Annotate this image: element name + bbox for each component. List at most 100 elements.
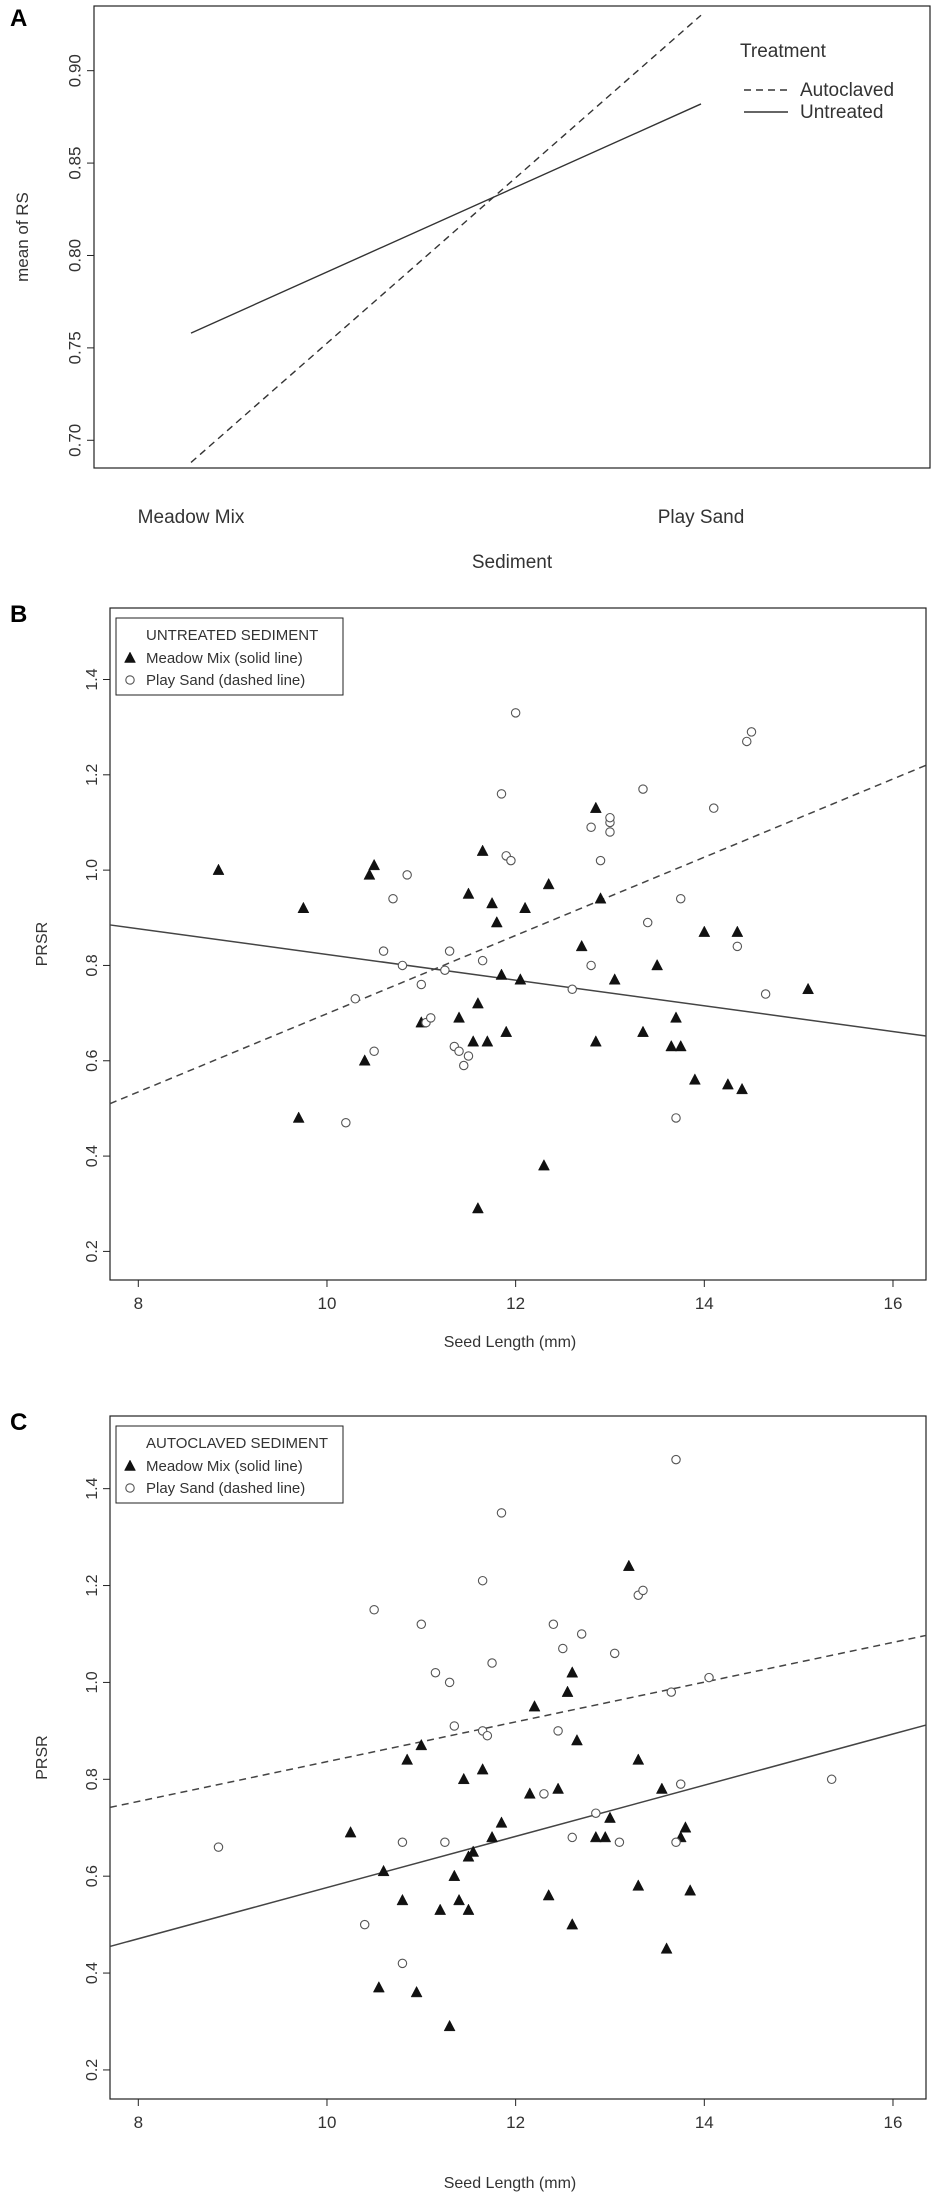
x-tick-label: 16: [884, 2113, 903, 2132]
y-tick-label: 0.70: [65, 424, 84, 457]
play-sand-point: [477, 1575, 488, 1586]
meadow-mix-point: [599, 1830, 612, 1843]
fit-line: [109, 1724, 927, 1948]
y-tick-label: 0.6: [84, 1865, 101, 1887]
legend-marker: [124, 651, 136, 663]
play-sand-point: [350, 994, 361, 1004]
meadow-mix-point: [802, 982, 814, 995]
panel-b: B 0.2 0.4 0.6 0.8 1.0 1.2 1.4 8 10 12 14 16 Seed Leng…: [10, 601, 927, 1351]
meadow-mix-point: [589, 1830, 602, 1843]
meadow-mix-point: [731, 925, 744, 937]
x-tick-label: 14: [695, 2113, 714, 2132]
play-sand-point: [496, 789, 507, 799]
play-sand-point: [397, 1837, 408, 1848]
play-sand-point: [454, 1046, 464, 1056]
play-sand-point: [638, 1585, 648, 1596]
meadow-mix-point: [358, 1054, 371, 1066]
meadow-mix-point: [523, 1787, 536, 1799]
panel-a: A 0.70 0.75 0.80 0.85 0.90 Meadow Mix Play Sand…: [10, 5, 931, 573]
meadow-mix-point: [566, 1666, 579, 1678]
meadow-mix-point: [670, 1011, 682, 1023]
play-sand-point: [397, 1958, 408, 1969]
plot-frame: [93, 5, 931, 469]
y-tick-label: 0.2: [84, 2059, 101, 2081]
meadow-mix-point: [637, 1025, 649, 1037]
play-sand-point: [586, 960, 596, 971]
meadow-mix-point: [486, 1830, 498, 1843]
legend-title: Treatment: [740, 41, 827, 62]
play-sand-point: [760, 989, 771, 999]
meadow-mix-point: [212, 863, 225, 875]
meadow-mix-point: [396, 1893, 409, 1906]
play-sand-point: [558, 1643, 568, 1654]
legend-entry: Autoclaved: [800, 80, 894, 101]
play-sand-point: [638, 784, 648, 794]
meadow-mix-point: [448, 1869, 461, 1881]
meadow-mix-point: [297, 901, 310, 914]
y-tick-label: 0.6: [84, 1050, 101, 1072]
play-sand-point: [397, 960, 408, 971]
meadow-mix-point: [467, 1035, 480, 1047]
y-tick-label: 0.2: [84, 1240, 101, 1262]
meadow-mix-point: [660, 1942, 673, 1954]
meadow-mix-point: [575, 939, 588, 952]
play-sand-point: [369, 1046, 379, 1056]
meadow-mix-point: [608, 973, 621, 985]
legend-entry: Play Sand (dashed line): [146, 1480, 305, 1497]
legend-box: [115, 1425, 344, 1504]
meadow-mix-point: [604, 1811, 616, 1823]
play-sand-point: [440, 965, 450, 975]
y-tick-label: 1.2: [84, 1574, 101, 1596]
meadow-mix-point: [363, 868, 376, 880]
meadow-mix-point: [736, 1082, 748, 1095]
meadow-mix-point: [490, 916, 503, 928]
play-sand-point: [605, 827, 615, 837]
play-sand-point: [586, 822, 596, 832]
meadow-mix-point: [674, 1039, 687, 1052]
meadow-mix-point: [538, 1159, 550, 1171]
play-sand-point: [459, 1060, 469, 1071]
y-tick-label: 0.8: [84, 1768, 101, 1790]
play-sand-point: [496, 1508, 507, 1518]
x-tick-label: 10: [318, 1294, 337, 1313]
x-tick-label: 16: [884, 1294, 903, 1313]
play-sand-point: [444, 946, 455, 956]
play-sand-point: [742, 736, 752, 747]
meadow-mix-point: [457, 1772, 470, 1785]
play-sand-point: [539, 1789, 549, 1799]
play-sand-point: [444, 1677, 455, 1688]
meadow-mix-point: [377, 1864, 390, 1877]
meadow-mix-point: [589, 801, 602, 813]
meadow-mix-point: [415, 1738, 428, 1751]
play-sand-point: [449, 1721, 460, 1731]
x-tick-label: 10: [318, 2113, 337, 2132]
meadow-mix-point: [571, 1734, 583, 1746]
legend-entry: Play Sand (dashed line): [146, 672, 305, 689]
meadow-mix-point: [561, 1685, 574, 1697]
y-tick-label: 0.4: [84, 1145, 101, 1167]
x-category-label: Meadow Mix: [138, 507, 245, 528]
panel-letter: A: [10, 5, 27, 32]
meadow-mix-point: [528, 1700, 541, 1712]
y-tick-label: 0.80: [65, 239, 84, 272]
meadow-mix-point: [684, 1884, 697, 1896]
plot-frame: [109, 607, 927, 1281]
play-sand-point: [388, 893, 398, 904]
y-tick-label: 0.4: [84, 1962, 101, 1984]
meadow-mix-point: [292, 1111, 305, 1123]
panel-letter: B: [10, 601, 27, 628]
meadow-mix-point: [655, 1782, 668, 1794]
legend-entry: Meadow Mix (solid line): [146, 1458, 303, 1475]
play-sand-point: [487, 1658, 497, 1668]
y-tick-label: 0.8: [84, 954, 101, 976]
x-tick-label: 12: [506, 1294, 525, 1313]
meadow-mix-point: [500, 1025, 513, 1037]
meadow-mix-point: [542, 877, 555, 890]
panel-letter: C: [10, 1409, 27, 1436]
play-sand-point: [576, 1629, 587, 1639]
x-category-label: Play Sand: [658, 507, 745, 528]
meadow-mix-point: [651, 958, 664, 971]
x-axis-label: Seed Length (mm): [444, 2175, 577, 2192]
y-tick-label: 1.4: [84, 668, 101, 690]
